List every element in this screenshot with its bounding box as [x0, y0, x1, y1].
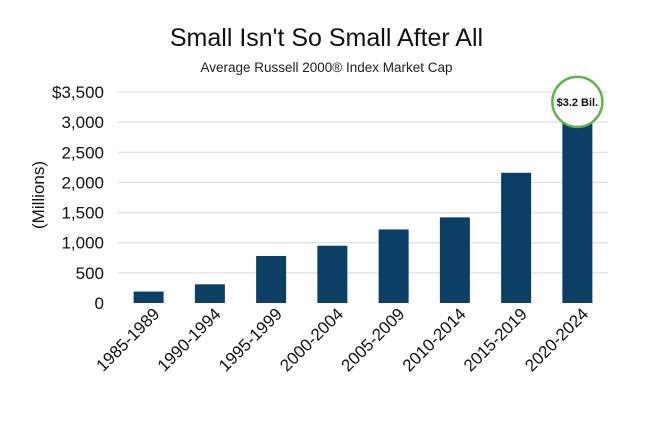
- bar-2000-2004: [317, 245, 348, 303]
- x-tick-label: 1985-1989: [93, 304, 164, 375]
- x-axis-ticks: 1985-19891990-19941995-19992000-20042005…: [93, 304, 593, 375]
- bar-1990-1994: [194, 284, 225, 303]
- y-axis-ticks: 0 500 1,000 1,500 2,000 2,500 3,000 $3,500: [52, 83, 104, 313]
- x-tick-label: 2010-2014: [399, 304, 470, 375]
- y-tick-label: 3,000: [61, 113, 104, 132]
- x-tick-label: 1990-1994: [154, 304, 225, 375]
- y-tick-label: 0: [95, 294, 104, 313]
- y-axis-label: (Millions): [29, 161, 48, 229]
- annotation: $3.2 Bil.: [551, 75, 604, 129]
- bar-2005-2009: [378, 229, 409, 303]
- y-tick-label: $3,500: [52, 83, 104, 102]
- x-tick-label: 2015-2019: [460, 304, 531, 375]
- bars: [133, 111, 593, 303]
- chart-subtitle: Average Russell 2000® Index Market Cap: [200, 60, 453, 75]
- y-tick-label: 1,000: [61, 234, 104, 253]
- x-tick-label: 1995-1999: [215, 304, 286, 375]
- x-tick-label: 2005-2009: [338, 304, 409, 375]
- annotation-label: $3.2 Bil.: [557, 97, 599, 109]
- bar-2020-2024: [562, 111, 593, 303]
- highlight-circle: [551, 75, 604, 129]
- bar-2015-2019: [501, 172, 532, 303]
- y-tick-label: 1,500: [61, 204, 104, 223]
- chart-title: Small Isn't So Small After All: [169, 24, 484, 52]
- x-tick-label: 2000-2004: [276, 304, 347, 375]
- grid-lines: [118, 91, 608, 274]
- y-tick-label: 2,500: [61, 143, 104, 162]
- x-tick-label: 2020-2024: [521, 304, 592, 375]
- y-tick-label: 500: [76, 264, 104, 283]
- bar-1995-1999: [256, 255, 287, 303]
- bar-1985-1989: [133, 291, 164, 303]
- bar-2010-2014: [439, 217, 470, 303]
- y-tick-label: 2,000: [61, 173, 104, 192]
